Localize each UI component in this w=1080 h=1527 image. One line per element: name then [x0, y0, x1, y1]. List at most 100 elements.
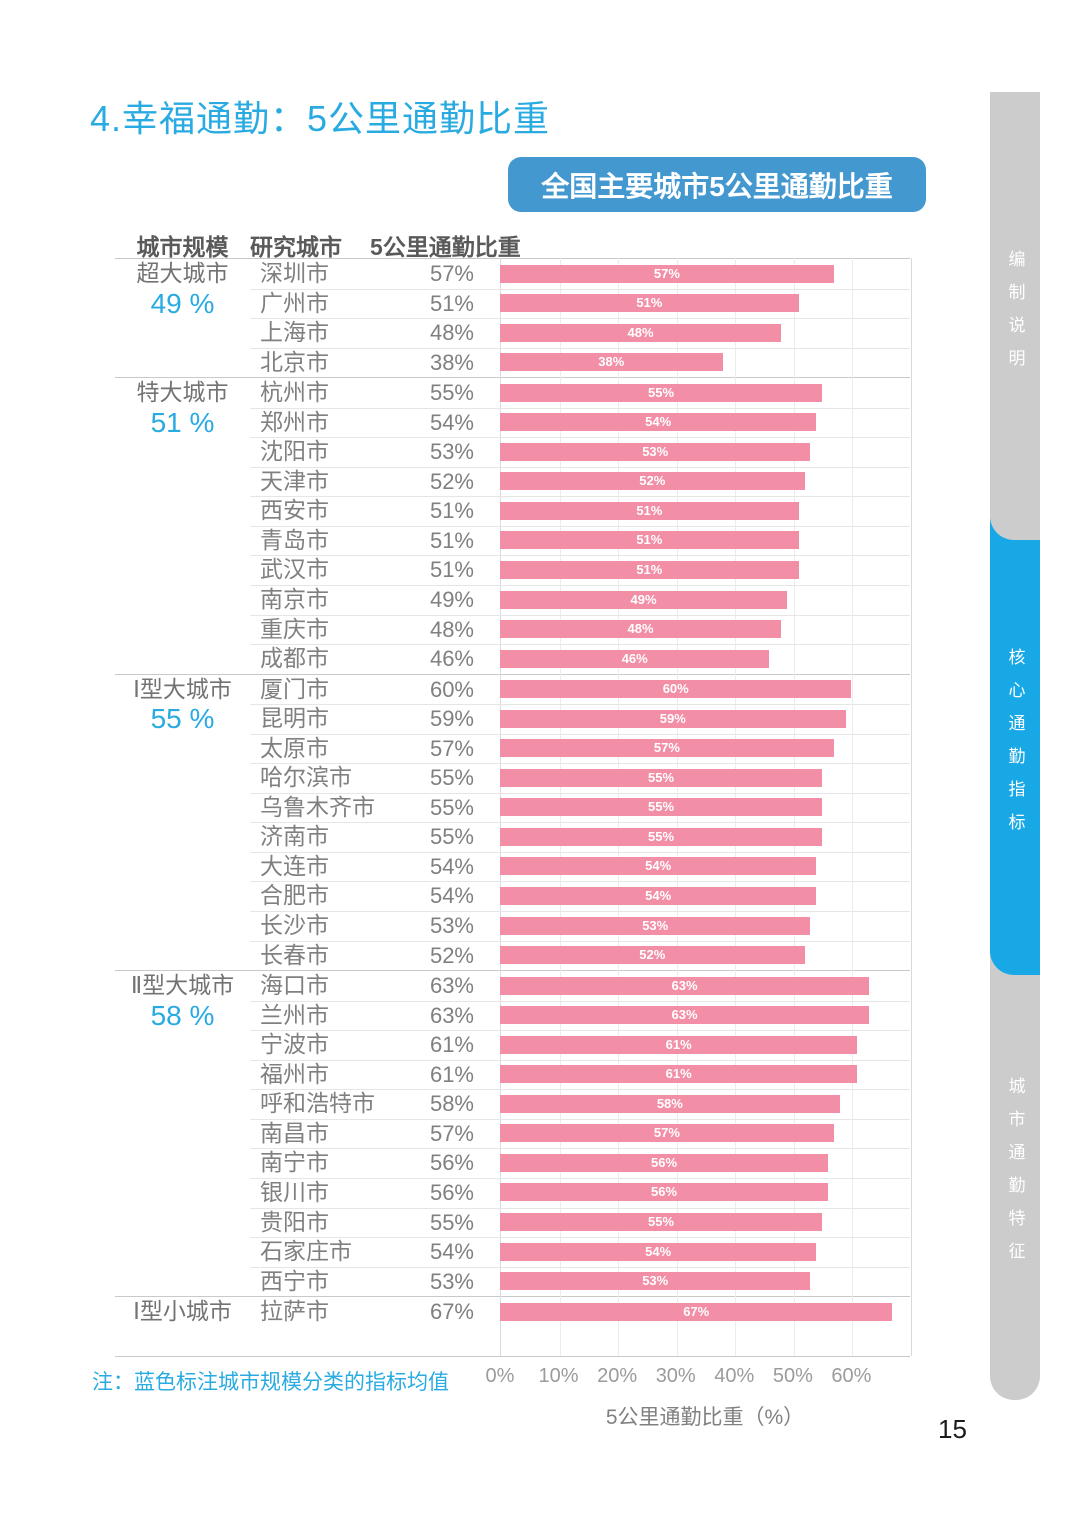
ratio-value: 57%	[415, 734, 500, 765]
value-bar: 55%	[500, 1213, 823, 1231]
table-row: 哈尔滨市 55% 55%	[250, 763, 910, 794]
city-name: 南宁市	[250, 1148, 415, 1179]
bar-data-label: 55%	[648, 799, 675, 815]
x-axis-label: 5公里通勤比重（%）	[605, 1406, 805, 1430]
ratio-value: 52%	[415, 467, 500, 498]
page-number: 15	[938, 1414, 967, 1444]
bar-data-label: 38%	[598, 354, 625, 370]
value-bar: 52%	[500, 946, 805, 965]
bar-data-label: 49%	[630, 591, 657, 607]
city-name: 南昌市	[250, 1119, 415, 1150]
bar-data-label: 46%	[621, 650, 648, 666]
group-name: 特大城市	[136, 379, 229, 406]
city-name: 昆明市	[250, 704, 415, 735]
value-bar: 54%	[500, 886, 817, 905]
group-rows: 深圳市 57% 57% 广州市 51% 51% 上海市 48% 48% 北京市 38% 38%	[250, 259, 910, 377]
bar-cell: 51%	[500, 289, 910, 320]
bar-data-label: 55%	[648, 1214, 675, 1229]
ratio-value: 53%	[429, 1268, 474, 1294]
value-bar: 58%	[500, 1094, 840, 1113]
ratio-value: 58%	[415, 1089, 500, 1120]
value-bar: 53%	[500, 916, 811, 935]
bar-cell: 54%	[500, 1237, 910, 1268]
bar-cell: 57%	[500, 259, 910, 290]
group-name: 超大城市	[136, 260, 229, 286]
city-name: 呼和浩特市	[250, 1089, 415, 1120]
city-name: 西宁市	[260, 1267, 329, 1294]
bar-cell: 67%	[500, 1297, 910, 1327]
value-bar: 38%	[500, 353, 723, 372]
bar-data-label: 56%	[650, 1184, 678, 1200]
bar-cell: 49%	[500, 585, 910, 616]
bar-data-label: 56%	[650, 1154, 678, 1170]
city-name: 广州市	[250, 289, 415, 320]
bar-cell: 53%	[500, 911, 910, 942]
city-name: 长沙市	[250, 911, 415, 942]
x-axis-tick: 30%	[655, 1365, 696, 1388]
city-name: 天津市	[250, 467, 415, 498]
sidebar-tab-city-commute-features: 城市通勤特征	[990, 951, 1040, 1400]
bar-data-label: 51%	[636, 295, 663, 311]
group-mean-value	[115, 1327, 250, 1357]
group-label-cell: 特大城市 51 %	[115, 378, 250, 673]
page-title: 4.幸福通勤：5公里通勤比重	[90, 98, 551, 139]
bar-cell: 48%	[500, 615, 910, 646]
value-bar: 57%	[500, 1124, 834, 1143]
city-name: 郑州市	[250, 408, 415, 439]
bar-cell: 52%	[500, 467, 910, 498]
ratio-value: 51%	[415, 555, 500, 587]
ratio-value: 51%	[415, 526, 500, 557]
table-row: 海口市 63% 63%	[250, 971, 910, 1002]
group-label-cell: 超大城市 49 %	[115, 259, 250, 377]
bar-data-label: 57%	[653, 740, 680, 756]
city-name: 太原市	[250, 734, 415, 765]
group-label-cell: Ⅱ型大城市 58 %	[115, 971, 250, 1296]
table-row: 石家庄市 54% 54%	[250, 1237, 910, 1268]
sidebar-tab-label: 城市通勤特征	[1005, 1076, 1025, 1275]
group-rows: 厦门市 60% 60% 昆明市 59% 59% 太原市 57% 57% 哈尔滨市 55% 55% 乌鲁木…	[250, 675, 910, 970]
table-row: 青岛市 51% 51%	[250, 526, 910, 557]
table-row: 厦门市 60% 60%	[250, 675, 910, 706]
ratio-value: 54%	[415, 408, 500, 439]
table-row: 合肥市 54% 54%	[250, 881, 910, 913]
ratio-value: 46%	[429, 646, 474, 672]
table-row: 呼和浩特市 58% 58%	[250, 1089, 910, 1120]
bar-cell: 57%	[500, 734, 910, 765]
bar-cell: 55%	[500, 822, 910, 853]
value-bar: 54%	[500, 1242, 817, 1261]
x-axis-tick: 50%	[772, 1365, 813, 1388]
city-name: 武汉市	[250, 555, 415, 587]
ratio-value: 56%	[415, 1148, 500, 1179]
table-row: 太原市 57% 57%	[250, 734, 910, 765]
city-scale-group: 特大城市 51 % 杭州市 55% 55% 郑州市 54% 54% 沈阳市 53% 53% 天津市 52…	[115, 377, 910, 673]
ratio-value: 59%	[415, 704, 500, 735]
bar-cell: 54%	[500, 408, 910, 439]
ratio-value: 56%	[415, 1178, 500, 1209]
ratio-value: 55%	[415, 793, 500, 824]
ratio-value: 61%	[415, 1060, 500, 1091]
bar-data-label: 67%	[683, 1303, 710, 1319]
value-bar: 46%	[500, 649, 770, 668]
ratio-value: 57%	[415, 259, 500, 290]
table-row: 郑州市 54% 54%	[250, 408, 910, 439]
bar-data-label: 63%	[671, 977, 698, 993]
value-bar: 54%	[500, 413, 817, 432]
value-bar: 51%	[500, 560, 799, 579]
value-bar: 55%	[500, 827, 823, 846]
value-bar: 56%	[500, 1153, 828, 1172]
value-bar: 61%	[500, 1035, 858, 1054]
ratio-value: 55%	[415, 1208, 500, 1239]
ratio-value: 48%	[415, 615, 500, 646]
commute-ratio-table: 城市规模 研究城市 5公里通勤比重 超大城市 49 % 深圳市 57% 57% 广州市 51…	[92, 228, 912, 1447]
bar-data-label: 53%	[642, 1273, 669, 1289]
table-row: 沈阳市 53% 53%	[250, 437, 910, 468]
city-name: 兰州市	[250, 1001, 415, 1032]
bar-data-label: 51%	[636, 561, 663, 577]
ratio-value: 53%	[415, 911, 500, 942]
ratio-value: 38%	[429, 349, 474, 375]
ratio-value: 61%	[415, 1030, 500, 1061]
bar-data-label: 57%	[653, 265, 680, 281]
bar-cell: 51%	[500, 555, 910, 587]
bar-data-label: 55%	[648, 769, 675, 785]
city-scale-group: Ⅰ型大城市 55 % 厦门市 60% 60% 昆明市 59% 59% 太原市 57% 57% 哈尔滨市…	[115, 673, 910, 970]
